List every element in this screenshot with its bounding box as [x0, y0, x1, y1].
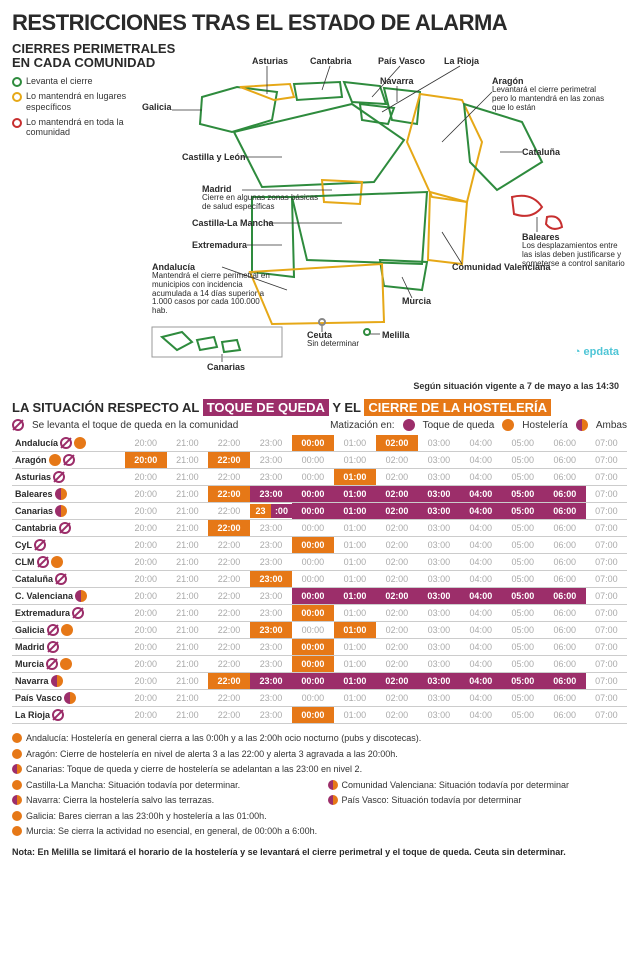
- both-icon: [12, 764, 22, 774]
- region-label: Cantabria: [310, 56, 352, 66]
- region-label: País Vasco: [378, 56, 425, 66]
- table-row: Cantabria 20:0021:0022:0023:0000:0001:00…: [12, 520, 627, 537]
- lift-icon: [37, 556, 49, 568]
- toque-icon: [403, 419, 415, 431]
- footnote: Nota: En Melilla se limitará el horario …: [12, 847, 627, 857]
- region-label: Extremadura: [192, 240, 247, 250]
- notes-section: Andalucía: Hostelería en general cierra …: [12, 732, 627, 839]
- region-label: MadridCierre en algunas zonas básicas de…: [202, 184, 322, 212]
- restrictions-table: Andalucía 20:0021:0022:0023:0000:0001:00…: [12, 435, 627, 724]
- region-label: AragónLevantará el cierre perimetral per…: [492, 76, 612, 112]
- table-row: Murcia 20:0021:0022:0023:0000:0001:0002:…: [12, 656, 627, 673]
- table-row: CLM 20:0021:0022:0023:0000:0001:0002:000…: [12, 554, 627, 571]
- note-item: Andalucía: Hostelería en general cierra …: [12, 732, 627, 746]
- orange-icon: [12, 811, 22, 821]
- table-row: Cataluña 20:0021:0022:0023:0000:0001:000…: [12, 571, 627, 588]
- lift-icon: [52, 709, 64, 721]
- region-label: AndalucíaMantendrá el cierre perimetral …: [152, 262, 272, 316]
- orange-icon: [74, 437, 86, 449]
- note-item: Castilla-La Mancha: Situación todavía po…: [12, 779, 312, 793]
- map-section: CIERRES PERIMETRALES EN CADA COMUNIDAD L…: [12, 42, 627, 392]
- note-item: Aragón: Cierre de hostelería en nivel de…: [12, 748, 627, 762]
- lift-icon: [47, 641, 59, 653]
- both-icon: [64, 692, 76, 704]
- table-row: C. Valenciana 20:0021:0022:0023:0000:000…: [12, 588, 627, 605]
- orange-icon: [12, 733, 22, 743]
- lift-icon: [46, 658, 58, 670]
- orange-icon: [12, 826, 22, 836]
- table-row: Extremadura 20:0021:0022:0023:0000:0001:…: [12, 605, 627, 622]
- both-icon: [328, 795, 338, 805]
- lift-icon: [59, 522, 71, 534]
- table-row: Baleares 20:0021:0022:0023:0000:0001:000…: [12, 486, 627, 503]
- toque-badge: TOQUE DE QUEDA: [203, 399, 329, 416]
- table-row: Galicia 20:0021:0022:0023:0000:0001:0002…: [12, 622, 627, 639]
- region-label: Castilla-La Mancha: [192, 218, 274, 228]
- note-item: Murcia: Se cierra la actividad no esenci…: [12, 825, 627, 839]
- lift-icon: [63, 454, 75, 466]
- region-label: Navarra: [380, 76, 414, 86]
- orange-icon: [61, 624, 73, 636]
- table-row: Madrid 20:0021:0022:0023:0000:0001:0002:…: [12, 639, 627, 656]
- region-label: La Rioja: [444, 56, 479, 66]
- orange-icon: [49, 454, 61, 466]
- situation-heading: LA SITUACIÓN RESPECTO AL TOQUE DE QUEDA …: [12, 400, 627, 415]
- note-item: País Vasco: Situación todavía por determ…: [328, 794, 628, 808]
- region-label: Murcia: [402, 296, 431, 306]
- region-label: Castilla y León: [182, 152, 246, 162]
- orange-icon: [60, 658, 72, 670]
- hosteleria-badge: CIERRE DE LA HOSTELERÍA: [364, 399, 551, 416]
- page-title: RESTRICCIONES TRAS EL ESTADO DE ALARMA: [12, 10, 627, 36]
- region-label: Comunidad Valenciana: [452, 262, 551, 272]
- lift-icon: [53, 471, 65, 483]
- ambas-icon: [576, 419, 588, 431]
- region-label: Asturias: [252, 56, 288, 66]
- note-item: Comunidad Valenciana: Situación todavía …: [328, 779, 628, 793]
- table-row: País Vasco 20:0021:0022:0023:0000:0001:0…: [12, 690, 627, 707]
- orange-icon: [12, 780, 22, 790]
- both-icon: [328, 780, 338, 790]
- lift-icon: [12, 419, 24, 431]
- note-item: Galicia: Bares cierran a las 23:00h y ho…: [12, 810, 627, 824]
- both-icon: [55, 488, 67, 500]
- note-item: Navarra: Cierra la hostelería salvo las …: [12, 794, 312, 808]
- both-icon: [55, 505, 67, 517]
- note-item: Canarias: Toque de queda y cierre de hos…: [12, 763, 627, 777]
- lift-icon: [55, 573, 67, 585]
- epdata-logo: ◔ epdata: [574, 346, 619, 358]
- table-row: CyL 20:0021:0022:0023:0000:0001:0002:000…: [12, 537, 627, 554]
- both-icon: [75, 590, 87, 602]
- hosteleria-icon: [502, 419, 514, 431]
- lift-icon: [47, 624, 59, 636]
- both-icon: [12, 795, 22, 805]
- map-footer: Según situación vigente a 7 de mayo a la…: [413, 382, 619, 392]
- table-legend: Se levanta el toque de queda en la comun…: [12, 419, 627, 431]
- orange-icon: [12, 749, 22, 759]
- orange-icon: [51, 556, 63, 568]
- region-label: Canarias: [207, 362, 245, 372]
- region-label: Galicia: [142, 102, 172, 112]
- region-label: CeutaSin determinar: [307, 330, 359, 349]
- lift-icon: [60, 437, 72, 449]
- lift-icon: [72, 607, 84, 619]
- region-label: Melilla: [382, 330, 410, 340]
- table-row: Navarra 20:0021:0022:0023:0000:0001:0002…: [12, 673, 627, 690]
- table-row: Canarias 20:0021:0022:0023:0000:0001:000…: [12, 503, 627, 520]
- lift-icon: [34, 539, 46, 551]
- table-row: Asturias 20:0021:0022:0023:0000:0001:000…: [12, 469, 627, 486]
- table-row: La Rioja 20:0021:0022:0023:0000:0001:000…: [12, 707, 627, 724]
- table-row: Andalucía 20:0021:0022:0023:0000:0001:00…: [12, 435, 627, 452]
- both-icon: [51, 675, 63, 687]
- table-row: Aragón 20:0021:0022:0023:0000:0001:0002:…: [12, 452, 627, 469]
- region-label: Cataluña: [522, 147, 560, 157]
